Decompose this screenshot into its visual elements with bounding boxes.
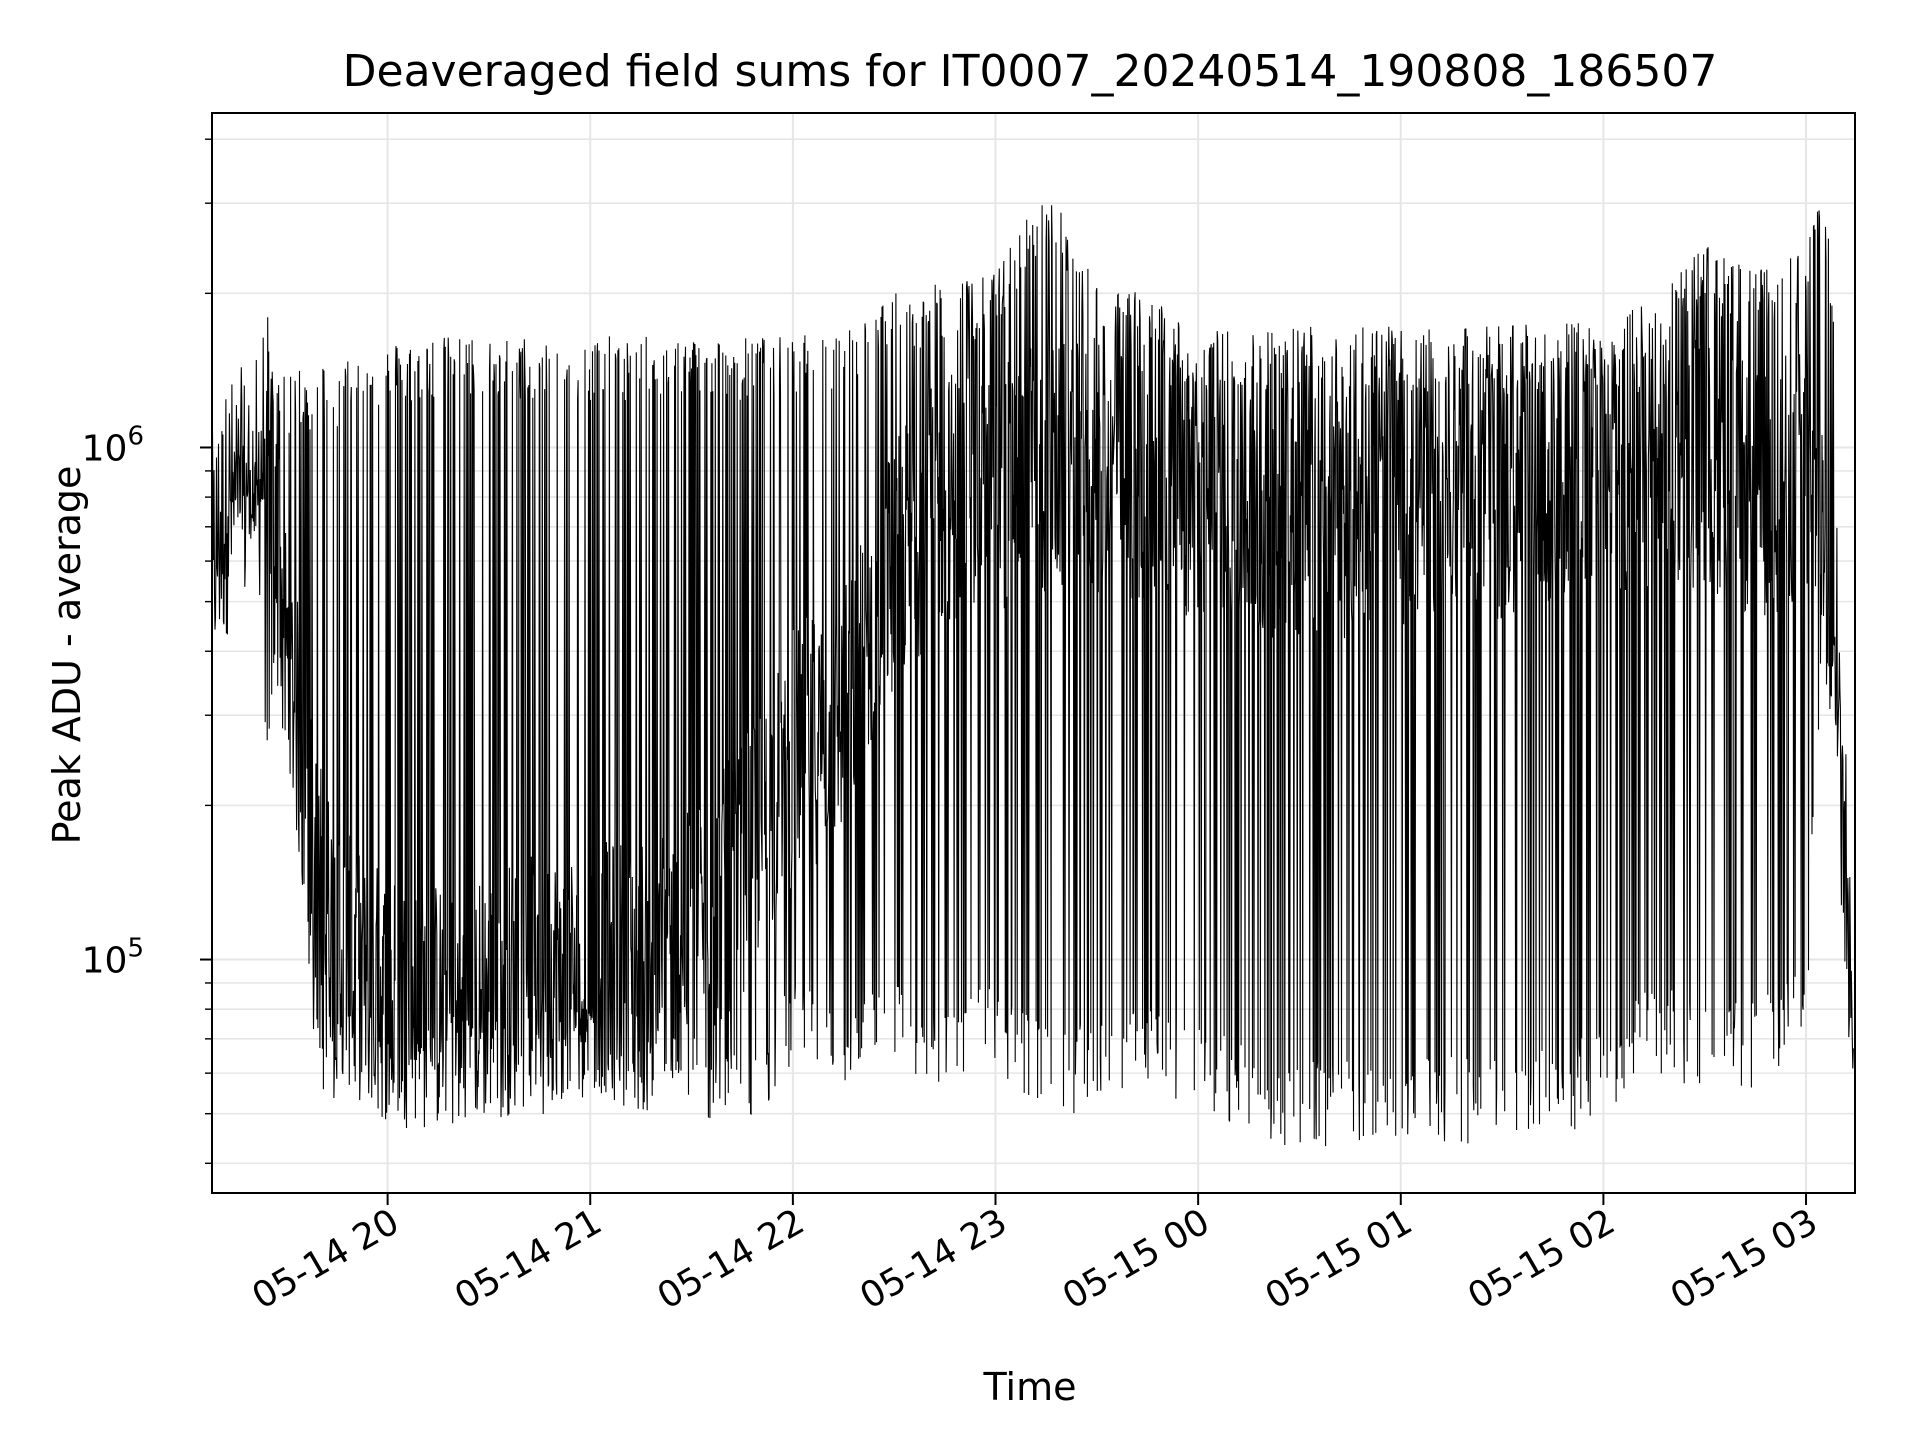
series-line <box>211 205 1854 1147</box>
y-axis-ticks: 105 106 <box>82 138 212 1165</box>
y-tick-label: 105 <box>82 934 144 982</box>
x-axis-label: Time <box>983 1365 1077 1409</box>
plot-frame <box>211 112 1856 1194</box>
series-group <box>211 205 1854 1147</box>
y-tick-label: 106 <box>82 421 144 469</box>
chart-title: Deaveraged field sums for IT0007_2024051… <box>343 46 1718 97</box>
y-axis-label: Peak ADU - average <box>45 466 89 845</box>
